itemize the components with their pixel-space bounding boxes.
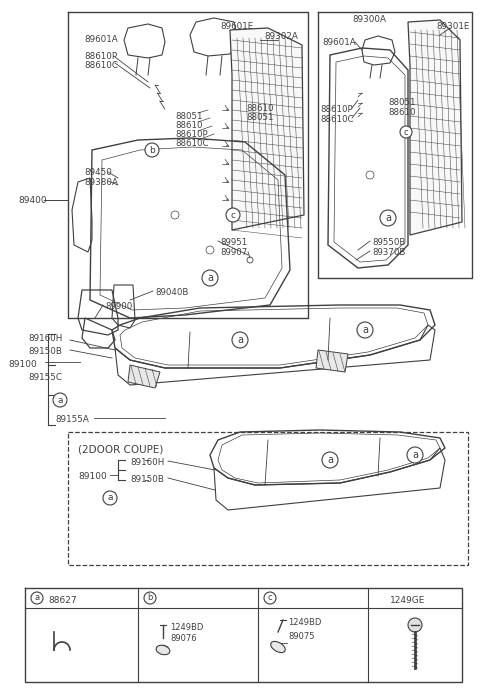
Text: 88610P: 88610P (175, 130, 208, 139)
Text: c: c (268, 594, 272, 603)
Ellipse shape (271, 641, 285, 652)
Text: 88051: 88051 (388, 98, 416, 107)
Text: 89150B: 89150B (130, 475, 164, 484)
Circle shape (53, 393, 67, 407)
Text: 89300A: 89300A (352, 15, 386, 24)
Polygon shape (316, 350, 348, 372)
Text: 89301E: 89301E (436, 22, 469, 31)
Circle shape (264, 592, 276, 604)
Circle shape (357, 322, 373, 338)
Circle shape (103, 491, 117, 505)
Polygon shape (128, 365, 160, 388)
Text: 89900: 89900 (105, 302, 132, 311)
Text: 1249GE: 1249GE (390, 596, 425, 605)
Text: a: a (412, 450, 418, 460)
Text: 88610: 88610 (175, 121, 203, 130)
Text: b: b (147, 594, 153, 603)
Text: 89951: 89951 (220, 238, 247, 247)
Text: 89100: 89100 (78, 472, 107, 481)
Text: 89601E: 89601E (220, 22, 253, 31)
Text: 88051: 88051 (175, 112, 203, 121)
Text: 89075: 89075 (288, 632, 314, 641)
Circle shape (322, 452, 338, 468)
Text: a: a (385, 213, 391, 223)
Ellipse shape (156, 645, 170, 654)
Text: c: c (230, 211, 236, 220)
Circle shape (407, 447, 423, 463)
Text: 88610C: 88610C (320, 115, 353, 124)
Text: 88627: 88627 (48, 596, 77, 605)
Text: 88610P: 88610P (320, 105, 353, 114)
Text: 88610P: 88610P (84, 52, 117, 61)
Text: 1249BD: 1249BD (288, 618, 322, 627)
Text: 88051: 88051 (246, 113, 274, 122)
Text: 88610: 88610 (388, 108, 416, 117)
Circle shape (232, 332, 248, 348)
Circle shape (226, 208, 240, 222)
Text: c: c (404, 128, 408, 137)
Text: 89400: 89400 (18, 196, 47, 205)
Text: 89040B: 89040B (155, 288, 188, 297)
Text: 1249BD: 1249BD (170, 623, 204, 632)
Circle shape (31, 592, 43, 604)
Text: 89160H: 89160H (28, 334, 62, 343)
Text: 89076: 89076 (170, 634, 197, 643)
Circle shape (380, 210, 396, 226)
Text: 89601A: 89601A (84, 35, 118, 44)
Text: 89160H: 89160H (130, 458, 164, 467)
Polygon shape (408, 20, 462, 235)
Text: 88610: 88610 (246, 104, 274, 113)
Text: 89907: 89907 (220, 248, 247, 257)
Text: a: a (207, 273, 213, 283)
Text: 89150B: 89150B (28, 347, 62, 356)
Text: 89370B: 89370B (372, 248, 406, 257)
Text: a: a (362, 325, 368, 335)
Text: 89155C: 89155C (28, 373, 62, 382)
Text: 89302A: 89302A (264, 32, 298, 41)
Circle shape (400, 126, 412, 138)
Text: a: a (237, 335, 243, 345)
Text: 88610C: 88610C (175, 139, 208, 148)
Text: 89100: 89100 (8, 360, 37, 369)
Text: 89380A: 89380A (84, 178, 118, 187)
Circle shape (145, 143, 159, 157)
Polygon shape (230, 28, 304, 230)
Text: 89155A: 89155A (55, 415, 89, 424)
Text: 89550B: 89550B (372, 238, 406, 247)
Circle shape (408, 618, 422, 632)
Text: 89450: 89450 (84, 168, 112, 177)
Text: (2DOOR COUPE): (2DOOR COUPE) (78, 445, 163, 455)
Text: a: a (57, 395, 63, 404)
Text: b: b (149, 146, 155, 155)
Circle shape (202, 270, 218, 286)
Text: 89601A: 89601A (322, 38, 356, 47)
Circle shape (144, 592, 156, 604)
Text: a: a (107, 493, 113, 502)
Text: 88610C: 88610C (84, 61, 118, 70)
Text: a: a (327, 455, 333, 465)
Text: a: a (35, 594, 39, 603)
